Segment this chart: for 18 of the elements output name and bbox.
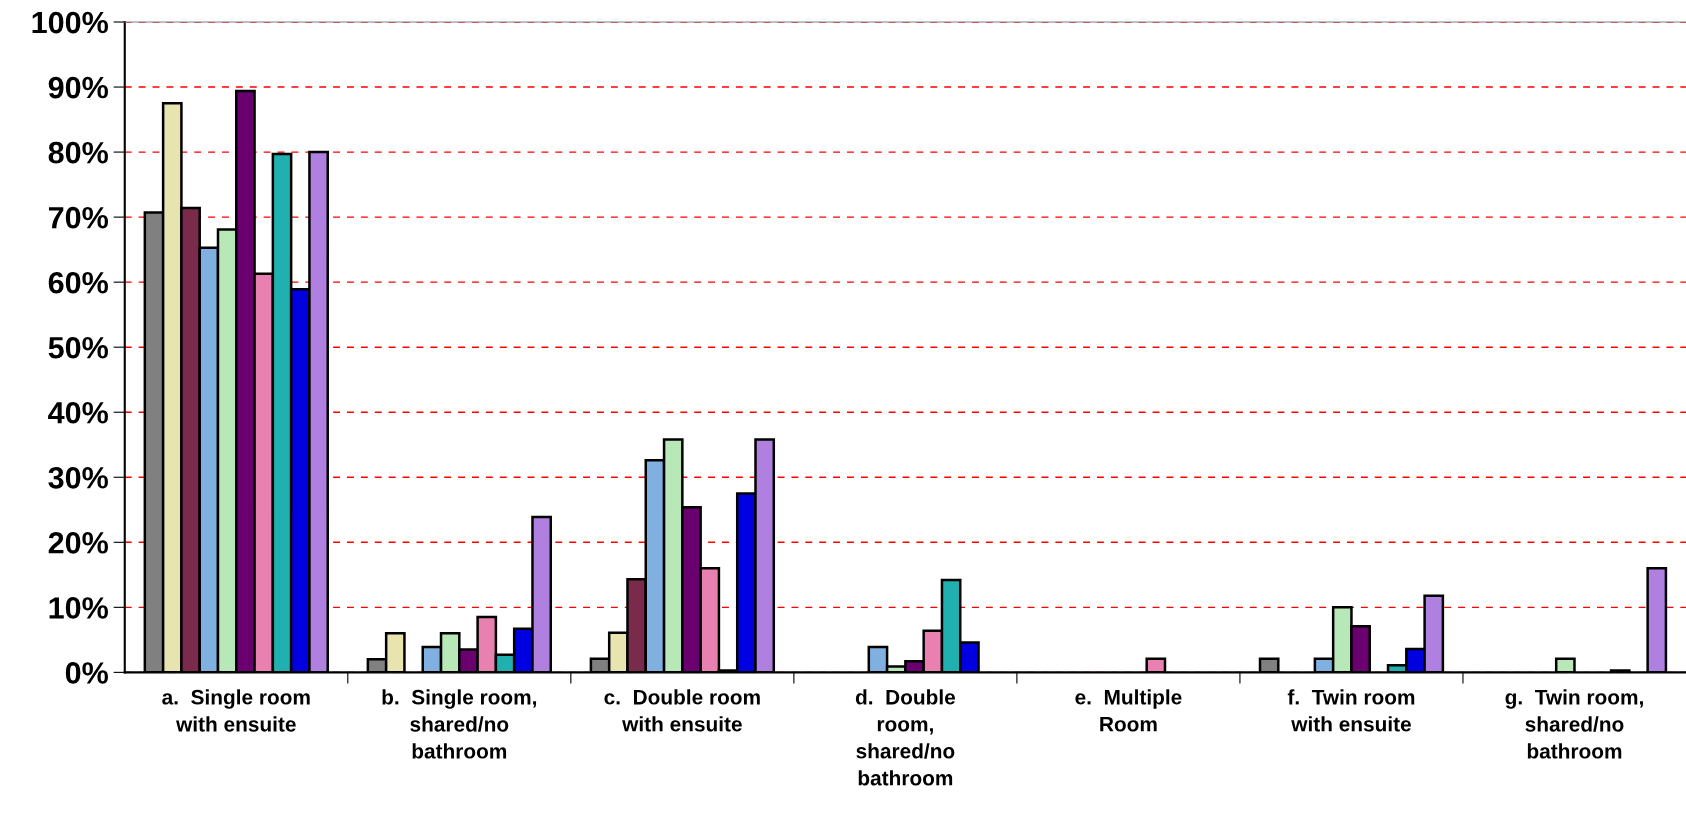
x-tick-label: b. Single room, shared/no bathroom (382, 689, 537, 759)
y-tick-label: 50% (48, 336, 108, 359)
x-tick-label: f. Twin room with ensuite (1287, 689, 1415, 732)
x-tick-label: g. Twin room, shared/no bathroom (1505, 689, 1643, 759)
x-tick-label: a. Single room with ensuite (162, 689, 310, 732)
y-tick-label: 80% (48, 141, 108, 164)
y-tick-label: 70% (48, 206, 108, 229)
y-tick-label: 100% (32, 11, 108, 34)
x-tick-label: e. Multiple Room (1075, 689, 1182, 732)
y-tick-label: 30% (48, 467, 108, 489)
x-tick-label: c. Double room with ensuite (604, 689, 760, 732)
y-tick-label: 40% (48, 401, 108, 424)
y-tick-label: 20% (48, 532, 108, 554)
x-tick-label: d. Double room, shared/no bathroom (855, 689, 956, 786)
y-tick-label: 90% (48, 76, 108, 99)
y-tick-label: 10% (49, 597, 108, 619)
y-tick-label: 0% (65, 662, 108, 684)
y-tick-label: 60% (48, 271, 108, 294)
